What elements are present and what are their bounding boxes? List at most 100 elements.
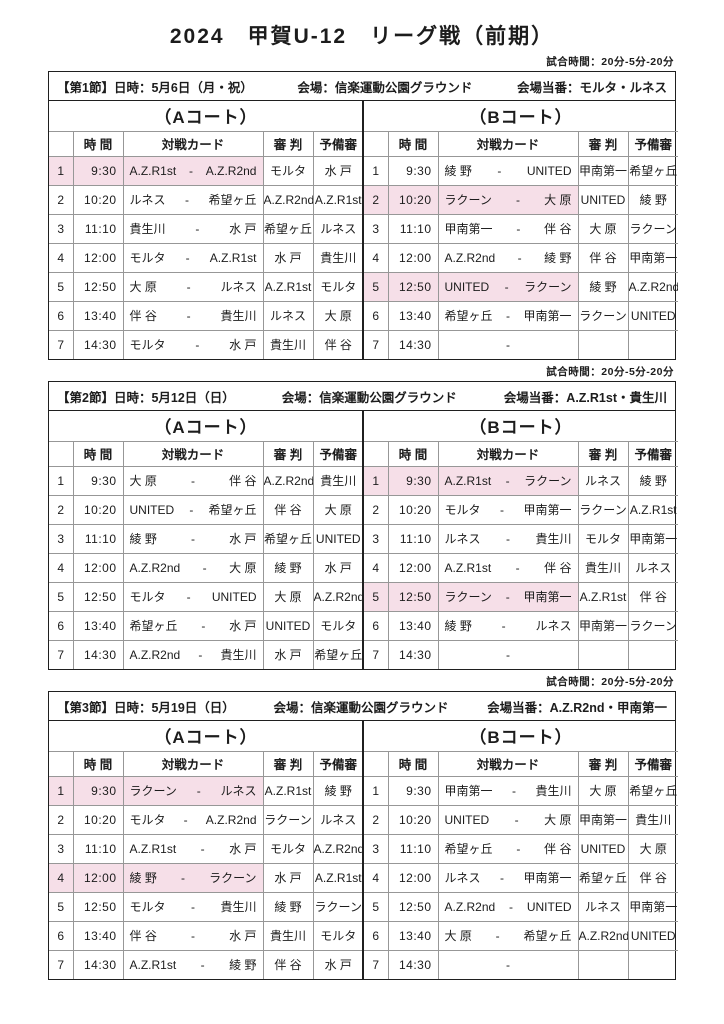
match-time: 10:20 [72, 804, 124, 835]
court-a: （Aコート）時 間対戦カード審 判予備審 1 9:30 ラクーン - ルネス A.Z.R1s… [49, 721, 363, 979]
row-number: 6 [364, 300, 389, 331]
match-card: - [437, 329, 579, 359]
away-team: 伴 谷 [544, 222, 572, 236]
versus-dash: - [509, 899, 514, 914]
away-team: 水 戸 [229, 619, 257, 633]
row-number: 7 [49, 329, 74, 359]
match-time: 9:30 [387, 775, 439, 806]
match-time-note: 試合時間：20分-5分-20分 [546, 56, 674, 68]
section-venue: 会場：信楽運動公園グラウンド [273, 701, 449, 715]
home-team: A.Z.R2nd [129, 647, 181, 662]
match-card: 希望ヶ丘 - 伴 谷 [437, 833, 579, 864]
row-number: 1 [49, 465, 74, 496]
col-header-reserve: 予備審 [312, 750, 363, 777]
reserve-referee: UNITED [312, 523, 363, 554]
table-row: 7 14:30 - [364, 949, 678, 979]
match-time: 11:10 [387, 833, 439, 864]
reserve-referee: A.Z.R1st [627, 494, 678, 525]
match-card: A.Z.R2nd - 大 原 [122, 552, 264, 583]
away-team: 貴生川 [535, 532, 572, 546]
versus-dash: - [516, 221, 521, 236]
match-time: 14:30 [72, 639, 124, 669]
versus-dash: - [198, 647, 203, 662]
row-number: 3 [49, 523, 74, 554]
col-header-referee: 審 判 [262, 750, 314, 777]
home-team: モルタ [129, 813, 166, 827]
table-row: 3 11:10 ルネス - 貴生川 モルタ 甲南第一 [364, 523, 678, 554]
section-header: 【第2節】日時：5月12日（日） 会場：信楽運動公園グラウンド 会場当番：A.Z.R… [49, 382, 675, 411]
match-time: 12:50 [72, 271, 124, 302]
match-card: モルタ - 甲南第一 [437, 494, 579, 525]
home-team: モルタ [129, 590, 166, 604]
home-team: UNITED [444, 279, 490, 294]
away-team: UNITED [211, 589, 257, 604]
row-number: 3 [49, 833, 74, 864]
versus-dash: - [505, 473, 510, 488]
versus-dash: - [500, 502, 504, 517]
schedule-table: （Aコート）時 間対戦カード審 判予備審 1 9:30 大 原-伴 谷 A.Z.R2nd… [49, 411, 363, 669]
referee: 貴生川 [262, 920, 314, 951]
versus-dash: - [500, 870, 504, 885]
home-team: 希望ヶ丘 [444, 842, 493, 856]
match-time: 13:40 [72, 920, 124, 951]
match-time: 11:10 [387, 523, 439, 554]
match-card: UNITED - 大 原 [437, 804, 579, 835]
referee: 伴 谷 [262, 949, 314, 979]
col-header-number [49, 750, 74, 777]
reserve-referee: 大 原 [312, 494, 363, 525]
table-row: 3 11:10 甲南第一 - 伴 谷大 原ラクーン [364, 213, 678, 244]
versus-dash: - [180, 870, 185, 885]
match-time: 12:50 [387, 581, 439, 612]
versus-dash: - [514, 812, 519, 827]
reserve-referee: 甲南第一 [627, 242, 678, 273]
versus-dash: - [202, 560, 207, 575]
versus-dash: - [196, 783, 201, 798]
match-card-wrap: 甲南第一 - 貴生川 [445, 782, 572, 799]
referee: 伴 谷 [262, 494, 314, 525]
match-time: 13:40 [387, 610, 439, 641]
referee: 貴生川 [262, 329, 314, 359]
match-card: 大 原 - ルネス [122, 271, 264, 302]
home-team: 大 原 [129, 280, 157, 294]
reserve-referee: A.Z.R1st [312, 184, 363, 215]
referee: 水 戸 [262, 862, 314, 893]
match-card-wrap: UNITED - 希望ヶ丘 [130, 501, 257, 518]
match-card: A.Z.R1st - A.Z.R2nd [122, 155, 264, 186]
home-team: 大 原 [129, 474, 157, 488]
reserve-referee: 希望ヶ丘 [312, 639, 363, 669]
referee: 甲南第一 [577, 804, 629, 835]
table-row: 1 9:30 A.Z.R1st - A.Z.R2nd モルタ水 戸 [49, 155, 363, 186]
section-header: 【第3節】日時：5月19日（日） 会場：信楽運動公園グラウンド 会場当番：A.Z.R… [49, 692, 675, 721]
table-row: 4 12:00 A.Z.R2nd - 大 原綾 野水 戸 [49, 552, 363, 583]
courts-row: （Aコート）時 間対戦カード審 判予備審 1 9:30 A.Z.R1st - A.Z.R2… [49, 101, 678, 359]
table-row: 4 12:00 綾 野 - ラクーン水 戸 A.Z.R1st [49, 862, 363, 893]
referee: UNITED [262, 610, 314, 641]
home-team: 甲南第一 [444, 222, 493, 236]
away-team: 水 戸 [229, 842, 257, 856]
match-card: ラクーン - 大 原 [437, 184, 579, 215]
away-team: 甲南第一 [523, 871, 572, 885]
row-number: 2 [364, 494, 389, 525]
table-row: 6 13:40 大 原 - 希望ヶ丘 A.Z.R2nd UNITED [364, 920, 678, 951]
versus-dash: - [189, 502, 194, 517]
match-time: 12:50 [387, 891, 439, 922]
table-row: 5 12:50 モルタ - UNITED 大 原 A.Z.R2nd [49, 581, 363, 612]
away-team: ルネス [220, 784, 257, 798]
table-row: 4 12:00 A.Z.R2nd - 綾 野伴 谷甲南第一 [364, 242, 678, 273]
away-team: ルネス [535, 619, 572, 633]
table-row: 4 12:00 ルネス - 甲南第一 希望ヶ丘伴 谷 [364, 862, 678, 893]
home-team: A.Z.R1st [129, 841, 177, 856]
match-time: 10:20 [387, 804, 439, 835]
col-header-number [49, 130, 74, 157]
match-time: 9:30 [72, 465, 124, 496]
match-card-wrap: 貴生川 - 水 戸 [130, 220, 257, 237]
match-time: 14:30 [387, 329, 439, 359]
away-team: 大 原 [229, 561, 257, 575]
versus-dash: - [515, 560, 520, 575]
match-card-wrap: 希望ヶ丘 - 水 戸 [130, 617, 257, 634]
row-number: 1 [364, 465, 389, 496]
match-card: 甲南第一 - 伴 谷 [437, 213, 579, 244]
match-time: 9:30 [387, 465, 439, 496]
row-number: 1 [364, 775, 389, 806]
versus-dash: - [191, 531, 195, 546]
